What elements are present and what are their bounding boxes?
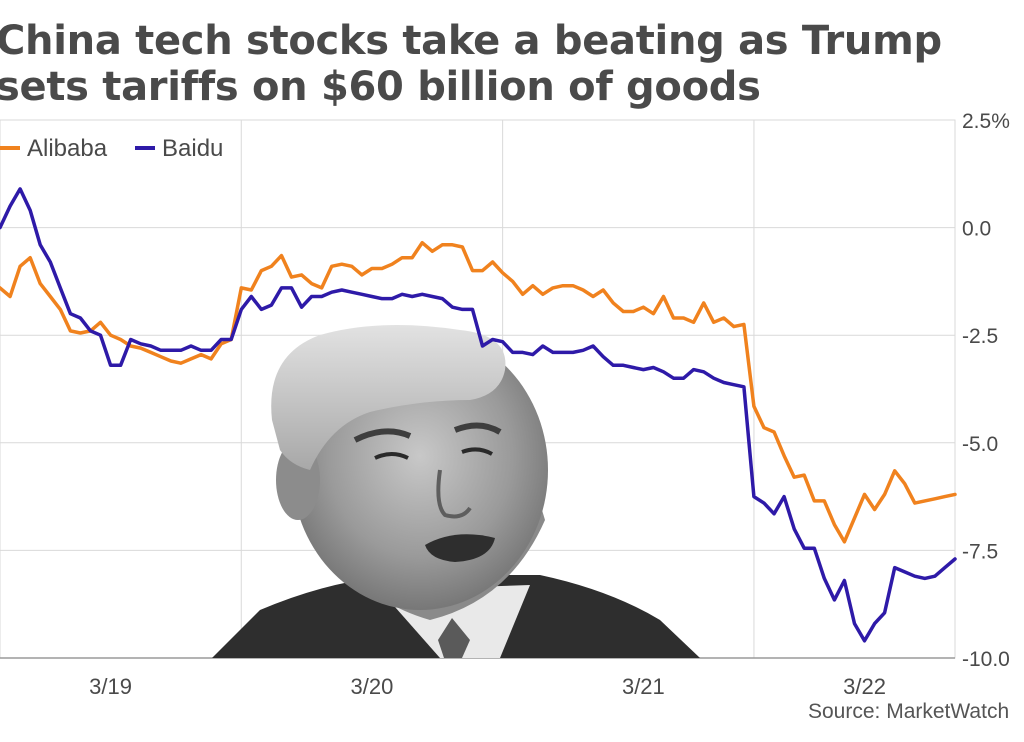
y-tick-label: -7.5 — [962, 540, 998, 563]
eye-shape-2 — [461, 447, 493, 456]
legend: Alibaba Baidu — [0, 135, 223, 162]
x-tick-label: 3/19 — [89, 674, 132, 699]
eye-shape — [374, 452, 409, 460]
brow-shape-2 — [453, 422, 502, 435]
y-tick-label: -10.0 — [962, 648, 1010, 671]
tie-shape — [438, 618, 470, 658]
x-tick-label: 3/22 — [843, 674, 886, 699]
y-axis: 2.5% 0.0 -2.5 -5.0 -7.5 -10.0 — [962, 110, 1010, 671]
x-tick-label: 3/20 — [351, 674, 394, 699]
source-note: Source: MarketWatch — [808, 700, 1010, 723]
brow-shape — [353, 428, 412, 443]
series-line-baidu — [0, 187, 957, 643]
x-axis: 3/19 3/20 3/21 3/22 — [89, 674, 886, 699]
portrait-photo — [212, 325, 700, 658]
y-tick-label: 2.5% — [962, 110, 1010, 133]
y-tick-label: -5.0 — [962, 433, 998, 456]
mouth-shape — [425, 534, 495, 562]
chart-title: China tech stocks take a beating as Trum… — [0, 18, 942, 110]
hair-shape — [271, 325, 506, 470]
legend-label-baidu: Baidu — [162, 135, 223, 162]
y-tick-label: -2.5 — [962, 325, 998, 348]
y-tick-label: 0.0 — [962, 218, 991, 241]
x-tick-label: 3/21 — [622, 674, 665, 699]
series-line-alibaba — [0, 240, 957, 544]
legend-label-alibaba: Alibaba — [27, 135, 108, 162]
series-lines — [0, 187, 957, 643]
nose-shape — [436, 469, 472, 519]
